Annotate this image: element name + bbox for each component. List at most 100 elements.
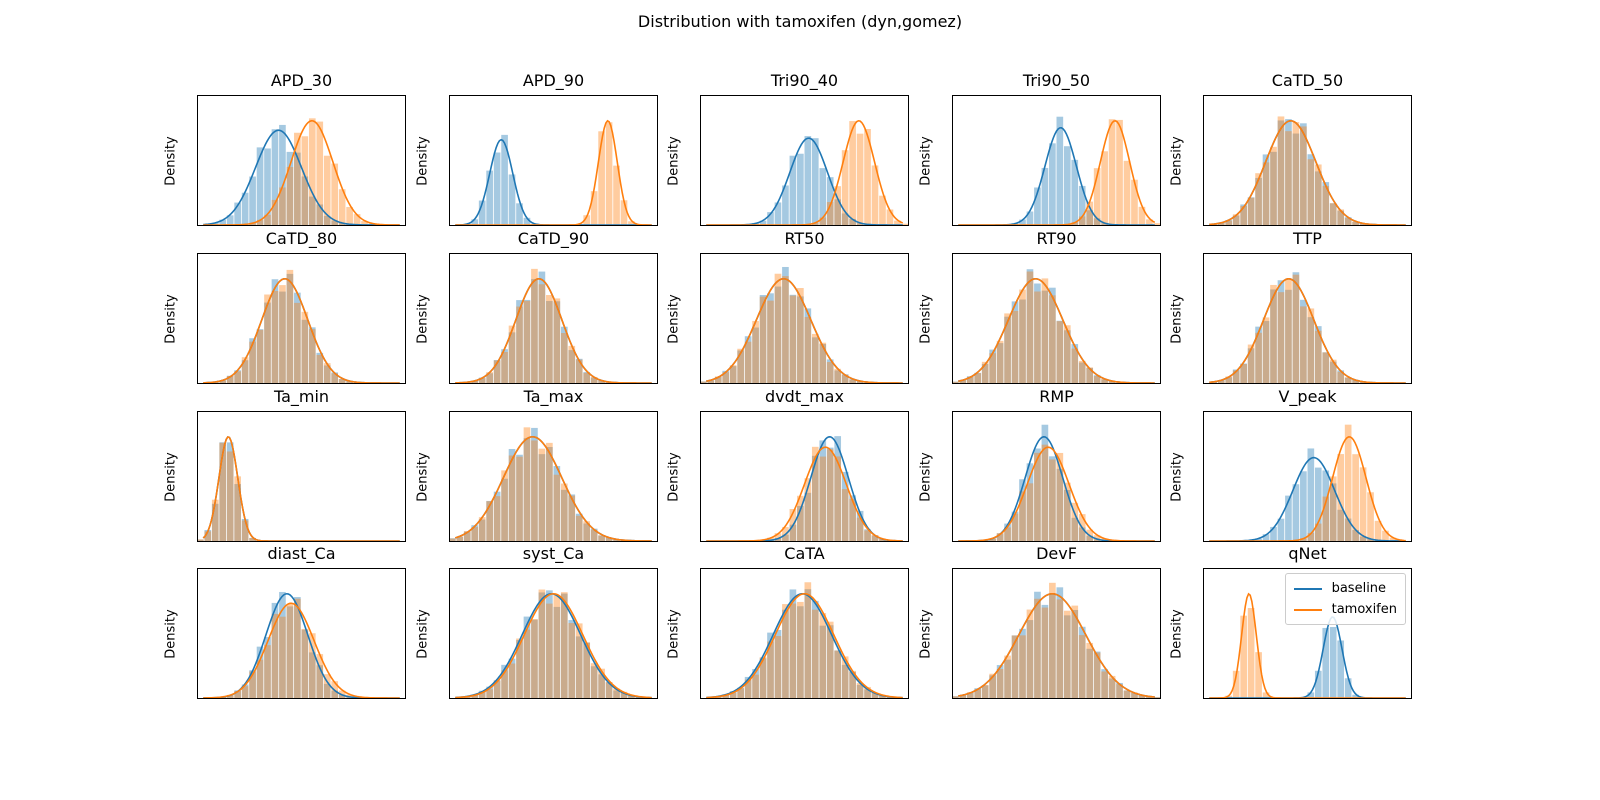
tamoxifen-histogram-bar: [886, 209, 894, 225]
panel-plot: [197, 568, 406, 699]
tamoxifen-histogram-bar: [774, 635, 782, 698]
tamoxifen-histogram-bar: [1049, 295, 1056, 383]
tamoxifen-histogram-bar: [1285, 278, 1292, 383]
tamoxifen-histogram-bar: [819, 456, 827, 541]
tamoxifen-histogram-bar: [516, 638, 523, 698]
tamoxifen-histogram-bar: [553, 595, 561, 698]
baseline-histogram-bar: [546, 447, 553, 541]
baseline-histogram-bar: [856, 684, 864, 698]
baseline-histogram-bar: [308, 196, 316, 225]
tamoxifen-histogram-bar: [834, 650, 842, 698]
tamoxifen-histogram-bar: [1056, 452, 1064, 541]
tamoxifen-histogram-bar: [804, 582, 812, 698]
legend-entry-baseline: baseline: [1293, 578, 1397, 599]
baseline-histogram-bar: [234, 484, 241, 541]
baseline-histogram-bar: [1337, 640, 1345, 698]
baseline-histogram-bar: [575, 636, 583, 698]
tamoxifen-histogram-bar: [598, 668, 605, 698]
baseline-histogram: [1210, 119, 1374, 225]
tamoxifen-histogram-bar: [782, 604, 789, 698]
baseline-histogram-bar: [744, 336, 752, 383]
baseline-histogram-bar: [1232, 369, 1240, 383]
panel-title: qNet: [1288, 544, 1327, 563]
baseline-histogram-bar: [1101, 223, 1108, 225]
tamoxifen-histogram-bar: [1034, 291, 1041, 383]
baseline-histogram-bar: [1026, 269, 1034, 383]
baseline-histogram-bar: [782, 609, 789, 698]
tamoxifen-histogram-bar: [575, 359, 583, 383]
baseline-histogram-bar: [1344, 377, 1352, 383]
baseline-histogram-bar: [1019, 628, 1026, 698]
panel-apd-90: APD_90 Density: [416, 71, 658, 226]
baseline-histogram-bar: [1093, 218, 1101, 225]
baseline-histogram-bar: [774, 286, 782, 383]
panel-title: APD_30: [270, 71, 333, 90]
panel-plot: [1203, 411, 1412, 542]
axes-frame: [1203, 568, 1412, 699]
baseline-histogram-bar: [583, 642, 591, 698]
tamoxifen-histogram-bar: [471, 380, 479, 383]
tamoxifen-histogram-bar: [1011, 635, 1019, 698]
baseline-histogram-bar: [1307, 692, 1315, 698]
baseline-histogram-bar: [759, 295, 767, 383]
baseline-histogram-bar: [1337, 509, 1345, 541]
tamoxifen-histogram-bar: [989, 538, 996, 541]
tamoxifen-histogram-bar: [493, 680, 501, 698]
tamoxifen-histogram-bar: [1232, 670, 1240, 698]
tamoxifen-histogram-bar: [966, 376, 974, 383]
baseline-histogram-bar: [737, 687, 744, 698]
tamoxifen-histogram: [1210, 274, 1367, 383]
tamoxifen-histogram-bar: [1093, 376, 1101, 383]
panel-plot: [700, 411, 909, 542]
baseline-histogram-bar: [1300, 299, 1307, 383]
tamoxifen-histogram-bar: [1225, 376, 1233, 383]
tamoxifen-histogram-bar: [605, 122, 613, 225]
baseline-histogram-bar: [1352, 694, 1359, 698]
axes-frame: [197, 253, 406, 384]
baseline-histogram-bar: [546, 301, 553, 383]
tamoxifen-histogram-bar: [856, 133, 864, 225]
baseline-histogram-bar: [1101, 379, 1108, 383]
y-axis-label: Density: [415, 135, 431, 186]
tamoxifen-histogram-bar: [286, 269, 294, 383]
baseline-histogram-bar: [1225, 220, 1233, 225]
baseline-histogram-bar: [737, 350, 744, 383]
baseline-histogram-bar: [1108, 678, 1116, 698]
baseline-histogram-bar: [1071, 609, 1079, 698]
panel-ta-min: Ta_min Density: [164, 387, 406, 542]
baseline-histogram-bar: [1041, 424, 1049, 541]
tamoxifen-histogram-bar: [1026, 609, 1034, 698]
tamoxifen-histogram-bar: [486, 689, 493, 698]
baseline-histogram-bar: [1300, 471, 1307, 541]
baseline-histogram-bar: [966, 692, 974, 698]
tamoxifen-histogram-bar: [1041, 278, 1049, 383]
axes-frame: [952, 95, 1161, 226]
baseline-histogram-bar: [722, 694, 730, 698]
tamoxifen-histogram-bar: [1108, 380, 1116, 383]
tamoxifen-histogram-bar: [1337, 209, 1345, 225]
baseline-histogram-bar: [789, 524, 797, 541]
panel-plot: [952, 411, 1161, 542]
tamoxifen-histogram-bar: [316, 121, 324, 225]
tamoxifen-histogram-bar: [234, 371, 241, 383]
tamoxifen-histogram-bar: [241, 357, 249, 383]
tamoxifen-histogram-bar: [797, 288, 804, 383]
baseline-histogram-bar: [226, 695, 234, 698]
panel-title: V_peak: [1278, 387, 1337, 406]
baseline-histogram-bar: [1026, 620, 1034, 698]
tamoxifen-histogram-bar: [1367, 492, 1374, 541]
baseline-histogram-bar: [560, 489, 568, 541]
tamoxifen-histogram-bar: [1262, 317, 1270, 383]
axes-frame: [952, 253, 1161, 384]
tamoxifen-histogram-bar: [1093, 535, 1101, 541]
tamoxifen-histogram-bar: [531, 268, 538, 383]
tamoxifen-histogram-bar: [338, 189, 346, 225]
tamoxifen-histogram-bar: [331, 163, 339, 225]
tamoxifen-histogram-bar: [226, 375, 234, 383]
baseline-histogram-bar: [598, 674, 605, 698]
legend-label: baseline: [1331, 581, 1387, 596]
panel-qnet: qNet Density baseline tamoxifen: [1170, 544, 1412, 699]
tamoxifen-histogram-bar: [841, 489, 849, 541]
tamoxifen-histogram-bar: [508, 325, 516, 383]
baseline-histogram-bar: [1056, 116, 1064, 225]
